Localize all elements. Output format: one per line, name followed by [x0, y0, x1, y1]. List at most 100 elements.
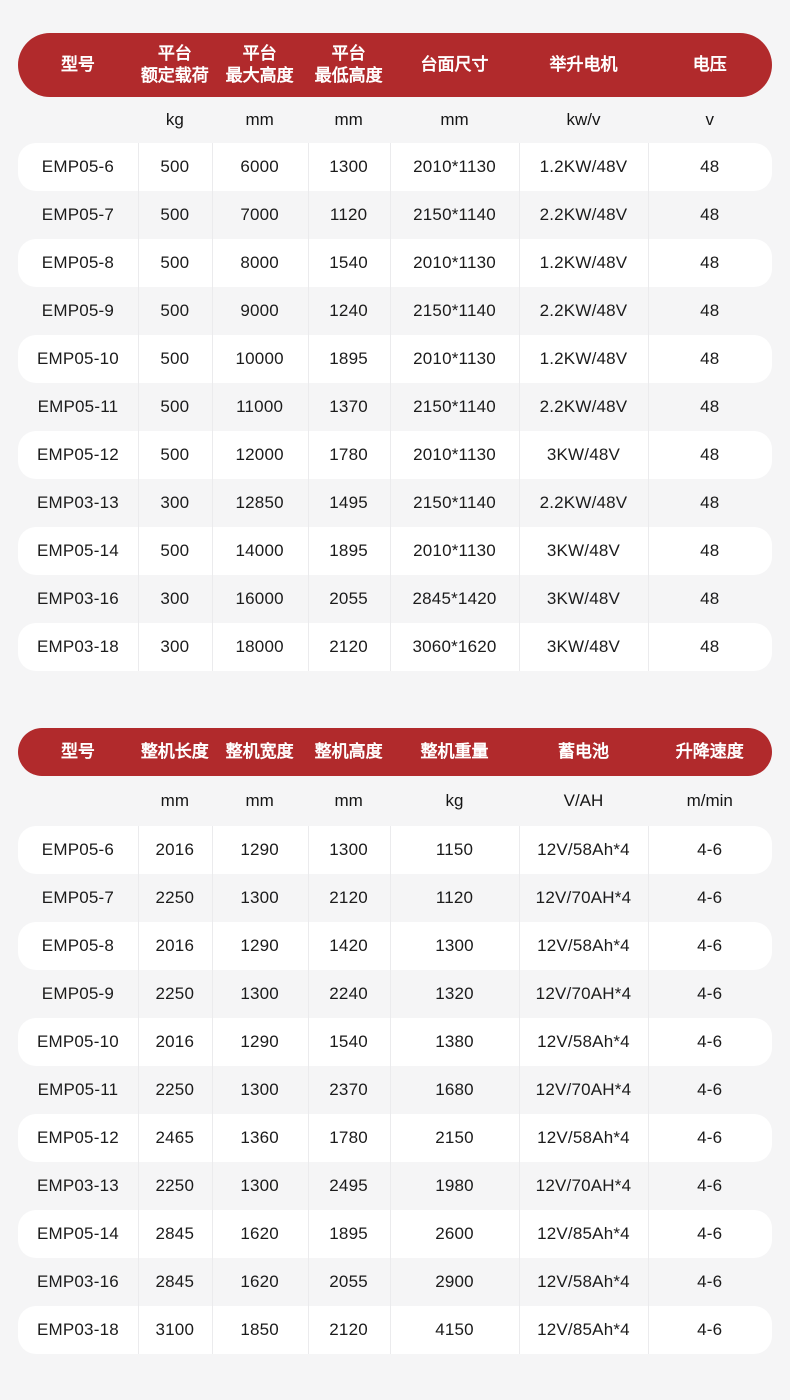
value-cell: 11000 [236, 397, 284, 416]
table-row: EMP05-6 2016 1290 1300 1150 12V/58Ah*4 4-6 [18, 826, 772, 874]
column-header: 台面尺寸 [390, 54, 520, 76]
model-cell: EMP03-18 [36, 637, 119, 656]
column-header-line: 平台 [242, 43, 277, 63]
model-cell: EMP03-16 [36, 1272, 119, 1291]
value-cell: 2010*1130 [413, 541, 496, 560]
table-header-row: 型号 平台 额定载荷 平台 最大高度 平台 最低高度 台面尺寸 举升电机 电压 [18, 33, 772, 97]
table-row: EMP05-9 500 9000 1240 2150*1140 2.2KW/48V 48 [18, 287, 772, 335]
value-cell: 48 [700, 397, 720, 416]
value-cell: 500 [160, 301, 190, 320]
value-cell: 1320 [435, 984, 474, 1003]
column-header: 举升电机 [519, 54, 647, 76]
value-cell: 3KW/48V [546, 541, 621, 560]
table-body: EMP05-6 500 6000 1300 2010*1130 1.2KW/48V 48 EM… [18, 143, 772, 671]
value-cell: 1240 [329, 301, 368, 320]
value-cell: 1300 [240, 1176, 279, 1195]
column-header-line: 额定载荷 [140, 66, 209, 85]
table-row: EMP05-11 500 11000 1370 2150*1140 2.2KW/48V 48 [18, 383, 772, 431]
value-cell: 48 [700, 637, 720, 656]
value-cell: 4-6 [697, 1032, 723, 1051]
column-header-line: 平台 [157, 43, 192, 63]
value-cell: 4-6 [697, 1224, 723, 1243]
value-cell: 48 [700, 253, 720, 272]
value-cell: 1.2KW/48V [539, 253, 628, 272]
value-cell: 2120 [329, 888, 368, 907]
table-row: EMP05-12 2465 1360 1780 2150 12V/58Ah*4 4-6 [18, 1114, 772, 1162]
table-row: EMP03-18 300 18000 2120 3060*1620 3KW/48V 48 [18, 623, 772, 671]
value-cell: 12V/85Ah*4 [537, 1320, 630, 1339]
value-cell: 48 [700, 589, 720, 608]
model-cell: EMP03-13 [36, 1176, 119, 1195]
value-cell: 1620 [240, 1224, 279, 1243]
model-cell: EMP05-9 [41, 984, 115, 1003]
value-cell: 2016 [155, 1032, 195, 1051]
column-header-line: 举升电机 [549, 54, 618, 74]
value-cell: 500 [160, 205, 190, 224]
model-cell: EMP03-16 [36, 589, 119, 608]
value-cell: 48 [700, 493, 720, 512]
value-cell: 9000 [240, 301, 279, 320]
model-cell: EMP05-11 [37, 397, 119, 416]
value-cell: 3060*1620 [412, 637, 497, 656]
value-cell: 2055 [329, 589, 368, 608]
table-row: EMP05-9 2250 1300 2240 1320 12V/70AH*4 4-6 [18, 970, 772, 1018]
value-cell: 2120 [329, 1320, 368, 1339]
value-cell: 8000 [240, 253, 279, 272]
value-cell: 2010*1130 [413, 253, 496, 272]
value-cell: 7000 [240, 205, 279, 224]
model-cell: EMP05-10 [36, 349, 119, 368]
table-row: EMP03-16 300 16000 2055 2845*1420 3KW/48V 48 [18, 575, 772, 623]
value-cell: 500 [160, 157, 190, 176]
column-header: 平台 额定载荷 [138, 43, 212, 87]
value-cell: 1850 [240, 1320, 279, 1339]
value-cell: 4-6 [697, 1176, 723, 1195]
value-cell: 2150 [435, 1128, 474, 1147]
value-cell: 3KW/48V [546, 637, 621, 656]
model-cell: EMP05-12 [36, 1128, 119, 1147]
value-cell: 2250 [155, 888, 195, 907]
value-cell: 1540 [329, 1032, 368, 1051]
value-cell: 2250 [155, 1080, 195, 1099]
value-cell: 2845*1420 [412, 589, 497, 608]
column-header-line: 电压 [692, 54, 727, 74]
value-cell: 1300 [240, 984, 279, 1003]
model-cell: EMP05-8 [41, 936, 115, 955]
value-cell: 2900 [435, 1272, 474, 1291]
value-cell: 1300 [435, 936, 474, 955]
unit-cell: mm [334, 791, 363, 810]
value-cell: 2.2KW/48V [539, 397, 628, 416]
value-cell: 2600 [435, 1224, 474, 1243]
model-cell: EMP05-7 [41, 888, 115, 907]
unit-cell: kg [165, 110, 184, 129]
column-header-line: 型号 [60, 741, 95, 761]
table-body: EMP05-6 2016 1290 1300 1150 12V/58Ah*4 4-6 EMP0… [18, 826, 772, 1354]
table-row: EMP05-14 500 14000 1895 2010*1130 3KW/48V 48 [18, 527, 772, 575]
column-header: 整机重量 [390, 741, 520, 763]
table-row: EMP05-8 2016 1290 1420 1300 12V/58Ah*4 4-6 [18, 922, 772, 970]
column-header-line: 整机重量 [420, 741, 489, 761]
value-cell: 2250 [155, 984, 195, 1003]
value-cell: 1620 [240, 1272, 279, 1291]
value-cell: 1.2KW/48V [539, 349, 628, 368]
column-header: 型号 [18, 741, 138, 763]
value-cell: 1895 [329, 541, 368, 560]
value-cell: 12V/70AH*4 [535, 888, 632, 907]
value-cell: 4-6 [697, 888, 723, 907]
value-cell: 1120 [435, 888, 474, 907]
value-cell: 2.2KW/48V [539, 205, 628, 224]
value-cell: 4-6 [697, 984, 723, 1003]
table-row: EMP05-7 2250 1300 2120 1120 12V/70AH*4 4-6 [18, 874, 772, 922]
column-header: 整机宽度 [212, 741, 308, 763]
value-cell: 18000 [235, 637, 284, 656]
unit-cell: mm [160, 791, 189, 810]
value-cell: 12850 [235, 493, 284, 512]
column-header-line: 升降速度 [675, 741, 744, 761]
table-header-row: 型号 整机长度 整机宽度 整机高度 整机重量 蓄电池 升降速度 [18, 728, 772, 776]
column-header: 整机长度 [138, 741, 212, 763]
value-cell: 2495 [329, 1176, 368, 1195]
value-cell: 1290 [240, 936, 279, 955]
value-cell: 1370 [329, 397, 368, 416]
value-cell: 500 [160, 541, 190, 560]
model-cell: EMP05-6 [41, 157, 115, 176]
